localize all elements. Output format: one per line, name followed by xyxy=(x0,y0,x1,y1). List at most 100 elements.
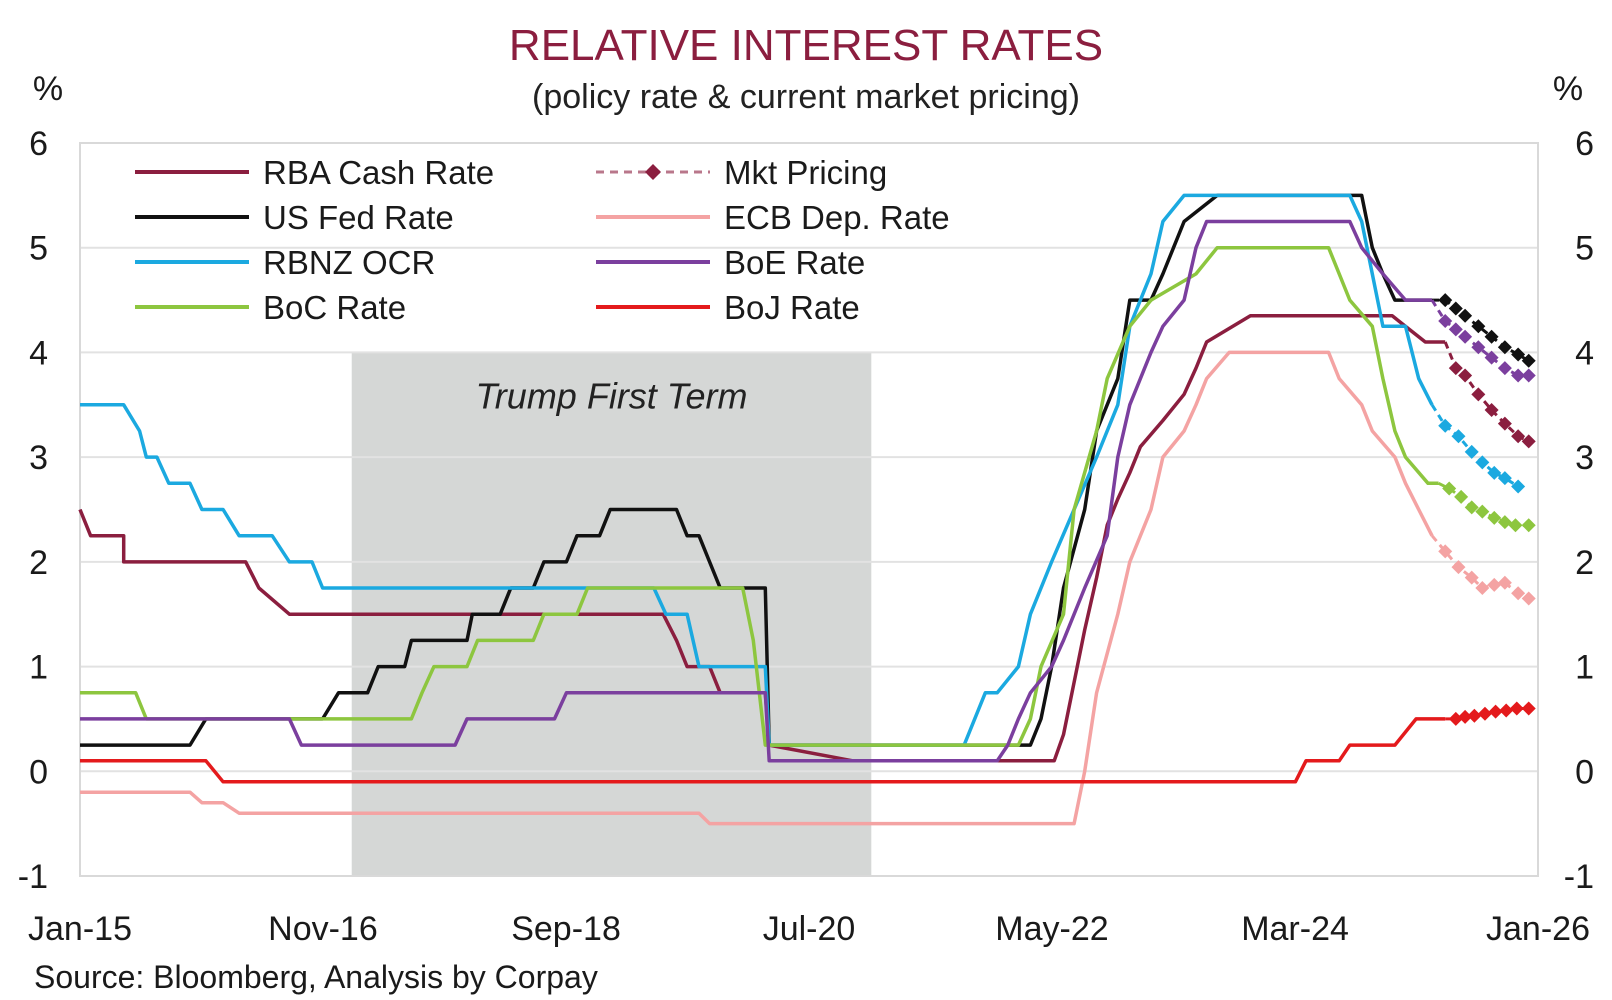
y-tick-left-2: 1 xyxy=(29,649,48,687)
pricing-point-boc-rate-2 xyxy=(1464,500,1479,515)
y-tick-left-4: 3 xyxy=(29,439,48,477)
pricing-point-boj-rate-5 xyxy=(1499,703,1514,718)
legend-label-boj-rate: BoJ Rate xyxy=(724,289,860,326)
pricing-point-rbnz-ocr-1 xyxy=(1451,429,1466,444)
pricing-point-boe-rate-1 xyxy=(1448,322,1463,337)
series-layer xyxy=(78,193,1536,826)
pricing-point-rbnz-ocr-5 xyxy=(1497,471,1512,486)
pricing-point-boc-rate-3 xyxy=(1475,504,1490,519)
series-line-rba-cash-rate xyxy=(78,314,1446,763)
legend-label-rba-cash-rate: RBA Cash Rate xyxy=(263,154,494,191)
y-tick-right-2: 1 xyxy=(1575,649,1594,687)
y-unit-right: % xyxy=(1553,70,1583,108)
x-tick-1: Nov-16 xyxy=(268,910,378,948)
y-tick-left-7: 6 xyxy=(29,125,48,163)
y-tick-right-5: 4 xyxy=(1575,334,1594,372)
pricing-point-boj-rate-0 xyxy=(1448,711,1463,726)
pricing-point-boe-rate-2 xyxy=(1458,329,1473,344)
legend: RBA Cash Rate Mkt Pricing US Fed Rate ECB D… xyxy=(135,154,950,326)
y-tick-right-1: 0 xyxy=(1575,753,1594,791)
source-note: Source: Bloomberg, Analysis by Corpay xyxy=(34,959,598,995)
pricing-point-rbnz-ocr-6 xyxy=(1511,479,1526,494)
pricing-point-us-fed-rate-7 xyxy=(1521,353,1536,368)
pricing-point-us-fed-rate-1 xyxy=(1448,301,1463,316)
pricing-point-rba-cash-rate-2 xyxy=(1471,387,1486,402)
pricing-point-boj-rate-4 xyxy=(1488,704,1503,719)
pricing-point-boj-rate-1 xyxy=(1458,709,1473,724)
pricing-point-us-fed-rate-6 xyxy=(1511,347,1526,362)
pricing-point-ecb-dep-rate-4 xyxy=(1487,577,1502,592)
pricing-point-boe-rate-7 xyxy=(1521,368,1536,383)
pricing-point-rbnz-ocr-0 xyxy=(1438,418,1453,433)
pricing-point-us-fed-rate-2 xyxy=(1458,308,1473,323)
pricing-point-ecb-dep-rate-1 xyxy=(1451,560,1466,575)
pricing-point-boj-rate-3 xyxy=(1477,706,1492,721)
pricing-point-boc-rate-4 xyxy=(1487,510,1502,525)
axes: -1 -1 0 0 1 1 2 2 3 3 4 4 5 5 6 6 Jan-15 Nov-16 Sep-18 Jul-… xyxy=(18,125,1594,948)
pricing-point-boe-rate-4 xyxy=(1484,350,1499,365)
pricing-point-rba-cash-rate-3 xyxy=(1484,403,1499,418)
pricing-point-rbnz-ocr-3 xyxy=(1475,455,1490,470)
series-line-boc-rate xyxy=(80,245,1439,747)
pricing-point-boj-rate-7 xyxy=(1521,701,1536,716)
pricing-point-rba-cash-rate-6 xyxy=(1521,434,1536,449)
y-tick-right-7: 6 xyxy=(1575,125,1594,163)
x-tick-2: Sep-18 xyxy=(511,910,621,948)
x-tick-5: Mar-24 xyxy=(1241,910,1349,948)
legend-label-us-fed-rate: US Fed Rate xyxy=(263,199,454,236)
series-line-us-fed-rate xyxy=(80,193,1432,747)
y-tick-left-1: 0 xyxy=(29,753,48,791)
pricing-point-ecb-dep-rate-3 xyxy=(1475,581,1490,596)
chart-title: RELATIVE INTEREST RATES xyxy=(509,21,1103,70)
pricing-point-boc-rate-5 xyxy=(1497,515,1512,530)
pricing-point-boc-rate-0 xyxy=(1442,481,1457,496)
pricing-point-boe-rate-6 xyxy=(1511,368,1526,383)
y-tick-right-4: 3 xyxy=(1575,439,1594,477)
x-tick-4: May-22 xyxy=(995,910,1108,948)
pricing-point-boe-rate-3 xyxy=(1471,340,1486,355)
legend-label-ecb-dep-rate: ECB Dep. Rate xyxy=(724,199,950,236)
pricing-point-rba-cash-rate-0 xyxy=(1448,361,1463,376)
y-tick-left-5: 4 xyxy=(29,334,48,372)
y-tick-left-6: 5 xyxy=(29,230,48,268)
series-line-ecb-dep-rate xyxy=(80,350,1434,826)
x-tick-3: Jul-20 xyxy=(763,910,856,948)
pricing-point-us-fed-rate-3 xyxy=(1471,319,1486,334)
y-tick-right-6: 5 xyxy=(1575,230,1594,268)
pricing-point-boj-rate-6 xyxy=(1509,701,1524,716)
pricing-point-boe-rate-0 xyxy=(1438,314,1453,329)
pricing-point-ecb-dep-rate-5 xyxy=(1497,575,1512,590)
legend-label-mkt-pricing: Mkt Pricing xyxy=(724,154,887,191)
pricing-point-rba-cash-rate-4 xyxy=(1497,416,1512,431)
y-unit-left: % xyxy=(33,70,63,108)
pricing-point-ecb-dep-rate-2 xyxy=(1464,570,1479,585)
pricing-point-boj-rate-2 xyxy=(1467,708,1482,723)
pricing-point-rba-cash-rate-5 xyxy=(1511,429,1526,444)
pricing-point-ecb-dep-rate-6 xyxy=(1511,586,1526,601)
series-line-boe-rate xyxy=(80,219,1432,763)
chart-subtitle: (policy rate & current market pricing) xyxy=(532,78,1080,116)
legend-label-boe-rate: BoE Rate xyxy=(724,244,865,281)
y-tick-right-0: -1 xyxy=(1564,858,1594,896)
y-tick-right-3: 2 xyxy=(1575,544,1594,582)
shaded-region-label: Trump First Term xyxy=(475,375,747,416)
pricing-point-boc-rate-6 xyxy=(1508,518,1523,533)
series-line-boj-rate xyxy=(80,717,1446,784)
pricing-point-us-fed-rate-4 xyxy=(1484,329,1499,344)
legend-marker-mkt-pricing xyxy=(645,164,661,180)
pricing-line-boe-rate xyxy=(1430,299,1529,377)
pricing-point-us-fed-rate-0 xyxy=(1438,293,1453,308)
pricing-point-boc-rate-1 xyxy=(1454,489,1469,504)
pricing-point-rba-cash-rate-1 xyxy=(1458,368,1473,383)
pricing-point-rbnz-ocr-4 xyxy=(1487,465,1502,480)
pricing-point-ecb-dep-rate-0 xyxy=(1438,544,1453,559)
x-tick-0: Jan-15 xyxy=(28,910,132,948)
pricing-point-boc-rate-7 xyxy=(1521,518,1536,533)
pricing-point-rbnz-ocr-2 xyxy=(1464,444,1479,459)
pricing-point-ecb-dep-rate-7 xyxy=(1521,591,1536,606)
x-tick-6: Jan-26 xyxy=(1486,910,1590,948)
legend-label-rbnz-ocr: RBNZ OCR xyxy=(263,244,435,281)
pricing-point-us-fed-rate-5 xyxy=(1497,340,1512,355)
pricing-point-boe-rate-5 xyxy=(1497,361,1512,376)
